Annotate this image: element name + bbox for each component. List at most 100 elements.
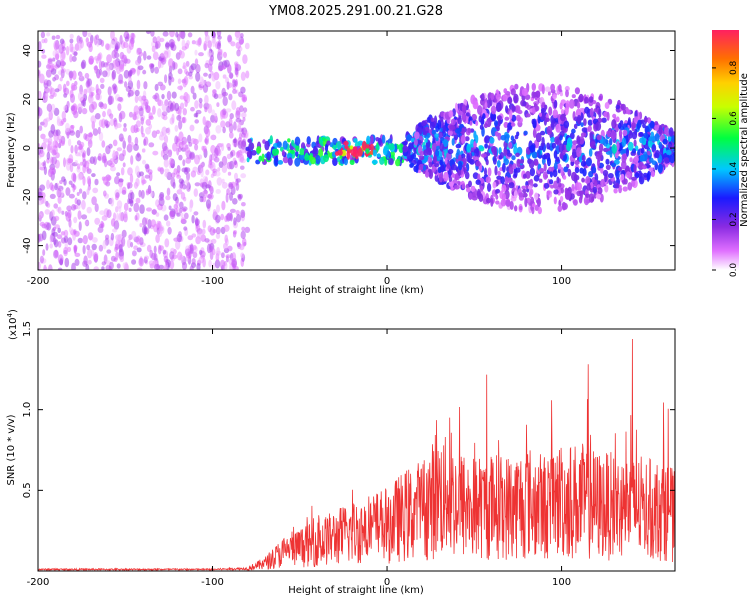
spectrogram-cell [39,184,46,191]
spectrogram-cell [544,86,551,92]
spectrogram-cell [564,190,571,201]
spectrogram-cell [220,120,226,128]
spectrogram-cell [212,248,216,256]
spectrogram-cell [176,114,182,121]
spectrogram-cell [82,191,87,200]
spectrogram-cell [240,252,245,258]
spectrogram-cell [135,59,141,66]
spectrogram-cell [214,259,221,269]
spectrogram-cell [490,197,494,207]
spectrogram-cell [470,94,476,105]
spectrogram-cell [537,206,542,215]
spectrogram-cell [487,167,492,177]
spectrogram-cell [495,194,499,200]
spectrogram-cell [581,177,585,183]
spectrogram-cell [557,182,562,188]
spectrogram-cell [343,157,348,166]
spectrogram-cell [72,103,78,114]
spectrogram-cell [169,157,174,166]
spectrogram-cell [165,258,169,266]
spectrogram-cell [194,58,199,66]
spectrogram-cell [500,198,507,207]
spectrogram-cell [496,126,500,132]
spectrogram-cell [204,62,210,69]
spectrogram-cell [187,134,192,144]
spectrogram-cell [95,83,99,94]
spectrogram-cell [519,206,523,211]
spectrogram-cell [152,105,156,115]
spectrogram-cell [182,77,187,88]
spectrogram-cell [100,39,105,47]
spectrogram-cells [38,31,675,270]
spectrogram-cell [543,182,550,189]
spectrogram-cell [201,78,205,87]
spectrogram-cell [66,205,72,212]
spectrogram-cell [91,196,97,206]
spectrogram-cell [139,171,144,177]
spectrogram-cell [584,106,590,114]
spectrogram-cell [553,150,558,159]
spectrogram-cell [63,87,70,96]
spectrogram-cell [55,34,61,40]
spectrogram-cell [153,245,157,254]
spectrogram-cell [418,163,424,171]
spectrogram-cell [626,109,631,115]
spectrogram-cell [604,102,610,109]
spectrogram-cell [483,123,488,129]
spectrogram-cell [81,238,87,243]
spectrogram-cell [51,35,56,40]
spectrogram-cell [162,31,169,37]
spectrogram-cell [54,182,58,191]
spectrogram-cell [457,111,464,116]
spectrogram-cell [434,163,440,168]
spectrogram-cell [541,154,548,160]
spectrogram-cell [244,42,250,50]
spectrogram-cell [240,173,247,179]
spectrogram-cell [86,166,90,172]
spectrogram-cell [215,80,221,90]
spectrogram-cell [430,117,435,123]
spectrogram-cell [189,265,194,270]
spectrogram-cell [266,151,271,161]
spectrogram-cell [73,216,78,224]
spectrogram-cell [161,103,168,112]
colorbar-gradient [712,30,739,270]
spectrogram-cell [609,138,613,146]
spectrogram-cell [321,137,326,142]
spectrogram-cell [93,252,99,262]
spectrogram-cell [336,141,342,150]
spectrogram-cell [426,132,431,138]
spectrogram-cell [647,117,651,124]
spectrogram-cell [57,195,62,204]
spectrogram-cell [515,167,521,173]
spectrogram-cell [141,133,145,138]
colorbar-tick-label: 0.4 [729,162,739,177]
spectrogram-cell [185,147,190,154]
spectrogram-cell [532,118,537,129]
spectrogram-cell [315,154,321,165]
spectrogram-cell [239,244,245,251]
spectrogram-cell [90,115,97,124]
spectrogram-cell [193,138,197,145]
spectrogram-cell [639,172,644,177]
spectrogram-cell [209,186,214,193]
spectrogram-cell [583,196,590,206]
spectrogram-cell [76,163,81,170]
spectrogram-cell [46,103,53,112]
spectrogram-cell [110,40,116,49]
spectrogram-cell [138,189,142,198]
spectrogram-cell [86,147,91,157]
spectrogram-cell [555,156,560,162]
spectrogram-cell [575,147,582,158]
spectrogram-cell [148,142,155,148]
spectrogram-cell [127,192,133,201]
spectrogram-cell [461,114,466,121]
spectrogram-cell [541,102,545,108]
spectrogram-cell [143,136,149,146]
spectrogram-cell [529,167,536,177]
spectrogram-cell [113,86,117,95]
spectrogram-cell [557,205,563,212]
spectrogram-cell [48,264,53,270]
spectrogram-cell [208,63,213,72]
spectrogram-cell [337,149,343,156]
